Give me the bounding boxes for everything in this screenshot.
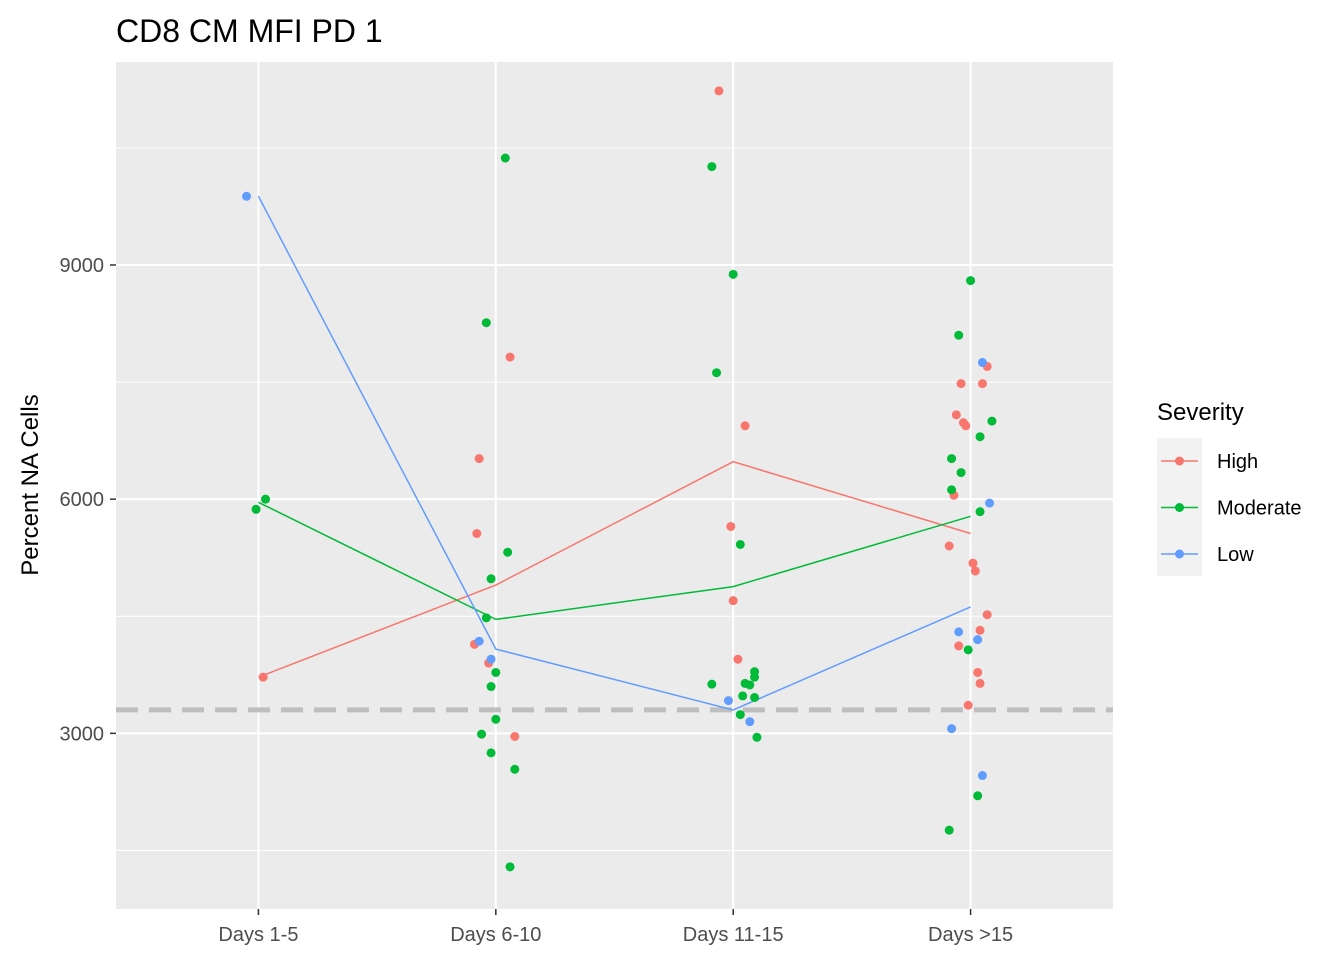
point-moderate bbox=[975, 507, 985, 517]
point-moderate bbox=[251, 504, 261, 514]
point-moderate bbox=[947, 485, 957, 495]
mean-line-high bbox=[258, 460, 971, 678]
point-high bbox=[505, 352, 515, 362]
data-points bbox=[242, 86, 997, 872]
point-moderate bbox=[491, 667, 501, 677]
point-high bbox=[956, 379, 966, 389]
point-low bbox=[985, 498, 995, 508]
point-low bbox=[745, 717, 755, 727]
y-axis-ticks: 3000 6000 9000 bbox=[60, 255, 116, 745]
point-moderate bbox=[510, 764, 520, 774]
point-moderate bbox=[987, 416, 997, 426]
point-high bbox=[958, 418, 968, 428]
legend-title: Severity bbox=[1157, 399, 1244, 426]
x-tick-label: Days 6-10 bbox=[450, 924, 541, 946]
point-high bbox=[970, 566, 980, 576]
point-moderate bbox=[738, 691, 748, 701]
point-high bbox=[977, 379, 987, 389]
point-low bbox=[486, 654, 496, 664]
plot-panel bbox=[116, 62, 1113, 909]
mean-line-low bbox=[257, 195, 971, 711]
point-high bbox=[968, 558, 978, 568]
legend-key-point bbox=[1175, 549, 1184, 559]
point-moderate bbox=[707, 162, 717, 172]
point-high bbox=[733, 654, 743, 664]
point-moderate bbox=[735, 539, 745, 549]
point-moderate bbox=[503, 547, 513, 557]
point-high bbox=[472, 529, 482, 539]
grid-minor bbox=[116, 147, 1113, 851]
point-low bbox=[954, 627, 964, 637]
point-moderate bbox=[750, 672, 760, 682]
point-low bbox=[977, 358, 987, 368]
point-high bbox=[951, 410, 961, 420]
x-tick-label: Days 1-5 bbox=[218, 924, 298, 946]
point-high bbox=[258, 672, 268, 682]
point-moderate bbox=[261, 494, 271, 504]
point-moderate bbox=[712, 368, 722, 378]
point-low bbox=[723, 696, 733, 706]
legend: Severity High Moderate Low bbox=[1157, 399, 1302, 576]
point-moderate bbox=[735, 710, 745, 720]
point-high bbox=[728, 596, 738, 606]
point-moderate bbox=[966, 276, 976, 286]
point-moderate bbox=[500, 153, 510, 163]
point-high bbox=[954, 641, 964, 651]
point-moderate bbox=[975, 432, 985, 442]
point-low bbox=[242, 191, 252, 201]
legend-label-moderate: Moderate bbox=[1217, 498, 1302, 520]
point-moderate bbox=[477, 729, 487, 739]
legend-label-low: Low bbox=[1217, 544, 1254, 566]
point-moderate bbox=[505, 862, 515, 872]
point-high bbox=[740, 421, 750, 431]
legend-label-high: High bbox=[1217, 451, 1258, 473]
x-tick-label: Days >15 bbox=[928, 924, 1013, 946]
point-high bbox=[973, 667, 983, 677]
point-high bbox=[982, 610, 992, 620]
point-moderate bbox=[745, 680, 755, 690]
point-moderate bbox=[491, 714, 501, 724]
point-moderate bbox=[944, 825, 954, 835]
point-moderate bbox=[481, 613, 491, 623]
point-moderate bbox=[486, 682, 496, 692]
point-high bbox=[714, 86, 724, 96]
point-high bbox=[963, 700, 973, 710]
legend-key-point bbox=[1175, 503, 1184, 512]
point-moderate bbox=[481, 318, 491, 328]
point-moderate bbox=[486, 748, 496, 758]
point-high bbox=[726, 521, 736, 531]
mean-line-moderate bbox=[258, 501, 971, 621]
chart-title: CD8 CM MFI PD 1 bbox=[116, 13, 383, 49]
y-tick-label: 3000 bbox=[60, 723, 105, 745]
point-moderate bbox=[954, 330, 964, 340]
point-moderate bbox=[707, 679, 717, 689]
point-low bbox=[973, 635, 983, 645]
point-moderate bbox=[486, 574, 496, 584]
point-low bbox=[947, 724, 957, 734]
point-high bbox=[944, 541, 954, 551]
x-axis-ticks: Days 1-5 Days 6-10 Days 11-15 Days >15 bbox=[218, 909, 1013, 946]
point-moderate bbox=[956, 468, 966, 478]
point-high bbox=[510, 731, 520, 741]
y-axis-label: Percent NA Cells bbox=[17, 394, 44, 575]
grid-major bbox=[116, 62, 1113, 909]
x-tick-label: Days 11-15 bbox=[683, 924, 784, 946]
mean-lines bbox=[257, 195, 971, 711]
point-moderate bbox=[752, 732, 762, 742]
point-moderate bbox=[963, 645, 973, 655]
point-high bbox=[975, 625, 985, 635]
point-high bbox=[975, 678, 985, 688]
y-tick-label: 9000 bbox=[60, 255, 105, 277]
point-moderate bbox=[947, 454, 957, 464]
point-moderate bbox=[973, 791, 983, 801]
point-moderate bbox=[728, 269, 738, 279]
point-low bbox=[474, 636, 484, 646]
point-high bbox=[474, 454, 484, 464]
point-low bbox=[977, 771, 987, 781]
y-tick-label: 6000 bbox=[60, 489, 105, 511]
legend-key-point bbox=[1175, 456, 1184, 466]
point-moderate bbox=[750, 692, 760, 702]
